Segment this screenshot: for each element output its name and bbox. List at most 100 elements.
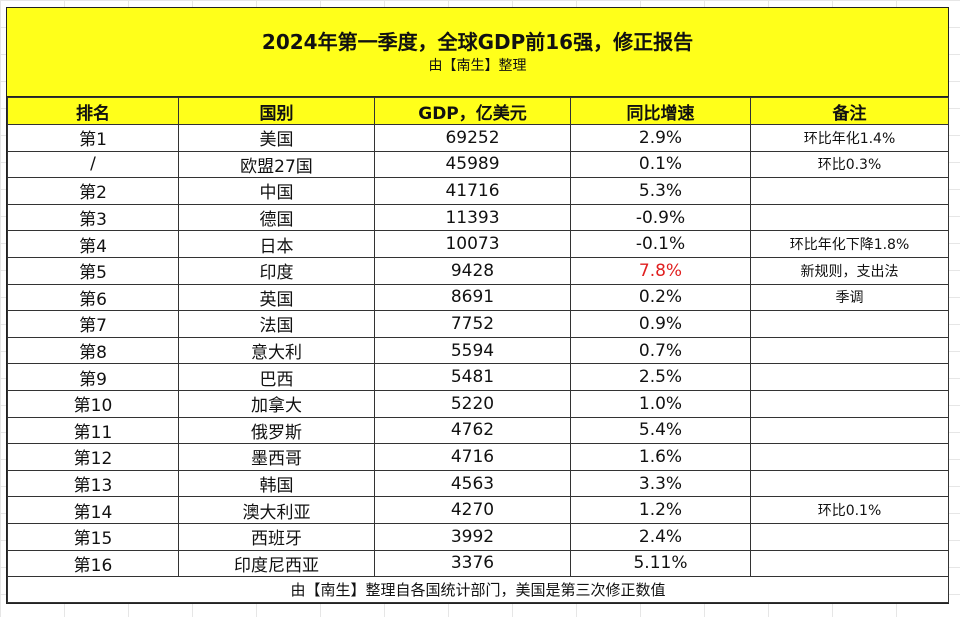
table-row: 第6 英国 8691 0.2% 季调: [7, 283, 949, 312]
gdp-cell: 8691: [374, 283, 571, 312]
growth-cell: 0.7%: [570, 336, 751, 365]
rank-cell: 第14: [7, 496, 179, 524]
gdp-cell: 11393: [374, 203, 571, 232]
note-cell: 环比年化下降1.8%: [750, 230, 949, 258]
country-cell: 美国: [178, 124, 375, 152]
growth-cell: 2.4%: [570, 522, 751, 551]
gdp-cell: 4563: [374, 469, 571, 498]
growth-cell: -0.1%: [570, 230, 751, 258]
rank-cell: 第11: [7, 416, 179, 445]
table-row: 第5 印度 9428 7.8% 新规则，支出法: [7, 256, 949, 285]
table-row: 第11 俄罗斯 4762 5.4%: [7, 416, 949, 445]
gdp-cell: 5220: [374, 389, 571, 418]
header-row: 排名 国别 GDP，亿美元 同比增速 备注: [7, 97, 949, 125]
gdp-cell: 4716: [374, 443, 571, 471]
rank-cell: 第9: [7, 363, 179, 391]
country-cell: 英国: [178, 283, 375, 312]
country-cell: 欧盟27国: [178, 150, 375, 179]
note-cell: [750, 310, 949, 338]
country-cell: 法国: [178, 310, 375, 338]
rank-cell: 第10: [7, 389, 179, 418]
country-cell: 意大利: [178, 336, 375, 365]
rank-cell: 第7: [7, 310, 179, 338]
footer-row: 由【南生】整理自各国统计部门，美国是第三次修正数值: [7, 576, 949, 604]
country-cell: 印度尼西亚: [178, 549, 375, 578]
note-cell: [750, 363, 949, 391]
growth-cell: -0.9%: [570, 203, 751, 232]
header-growth: 同比增速: [570, 97, 751, 125]
rank-cell: 第13: [7, 469, 179, 498]
note-cell: [750, 177, 949, 205]
country-cell: 韩国: [178, 469, 375, 498]
growth-cell: 5.4%: [570, 416, 751, 445]
table-row: 第10 加拿大 5220 1.0%: [7, 389, 949, 418]
note-cell: 环比0.3%: [750, 150, 949, 179]
gdp-cell: 5481: [374, 363, 571, 391]
note-cell: [750, 469, 949, 498]
growth-cell: 0.9%: [570, 310, 751, 338]
gdp-report: 2024年第一季度，全球GDP前16强，修正报告 由【南生】整理 排名 国别 G…: [6, 7, 949, 605]
table-body: 第1 美国 69252 2.9% 环比年化1.4% / 欧盟27国 45989 0.1% 环比0.…: [7, 124, 949, 578]
header-rank: 排名: [7, 97, 179, 125]
country-cell: 德国: [178, 203, 375, 232]
note-cell: [750, 549, 949, 578]
note-cell: 季调: [750, 283, 949, 312]
country-cell: 俄罗斯: [178, 416, 375, 445]
table-row: 第16 印度尼西亚 3376 5.11%: [7, 549, 949, 578]
country-cell: 印度: [178, 256, 375, 285]
report-subtitle: 由【南生】整理: [428, 58, 527, 74]
rank-cell: /: [7, 150, 179, 179]
note-cell: 新规则，支出法: [750, 256, 949, 285]
rank-cell: 第3: [7, 203, 179, 232]
country-cell: 墨西哥: [178, 443, 375, 471]
table-row: / 欧盟27国 45989 0.1% 环比0.3%: [7, 150, 949, 179]
table-row: 第1 美国 69252 2.9% 环比年化1.4%: [7, 124, 949, 152]
note-cell: [750, 203, 949, 232]
gdp-cell: 9428: [374, 256, 571, 285]
gdp-cell: 45989: [374, 150, 571, 179]
table-row: 第12 墨西哥 4716 1.6%: [7, 443, 949, 471]
gdp-cell: 3376: [374, 549, 571, 578]
table-row: 第15 西班牙 3992 2.4%: [7, 522, 949, 551]
gdp-cell: 4270: [374, 496, 571, 524]
rank-cell: 第2: [7, 177, 179, 205]
gdp-cell: 41716: [374, 177, 571, 205]
growth-cell: 0.2%: [570, 283, 751, 312]
report-title: 2024年第一季度，全球GDP前16强，修正报告: [261, 30, 694, 54]
table-row: 第8 意大利 5594 0.7%: [7, 336, 949, 365]
note-cell: [750, 416, 949, 445]
rank-cell: 第6: [7, 283, 179, 312]
note-cell: 环比0.1%: [750, 496, 949, 524]
gdp-cell: 69252: [374, 124, 571, 152]
rank-cell: 第16: [7, 549, 179, 578]
growth-cell: 5.11%: [570, 549, 751, 578]
growth-cell: 1.6%: [570, 443, 751, 471]
note-cell: [750, 522, 949, 551]
footer-note: 由【南生】整理自各国统计部门，美国是第三次修正数值: [7, 576, 949, 604]
country-cell: 日本: [178, 230, 375, 258]
growth-cell: 3.3%: [570, 469, 751, 498]
country-cell: 西班牙: [178, 522, 375, 551]
note-cell: [750, 336, 949, 365]
rank-cell: 第15: [7, 522, 179, 551]
country-cell: 中国: [178, 177, 375, 205]
growth-cell: 1.2%: [570, 496, 751, 524]
note-cell: 环比年化1.4%: [750, 124, 949, 152]
growth-cell: 5.3%: [570, 177, 751, 205]
table-row: 第7 法国 7752 0.9%: [7, 310, 949, 338]
table-row: 第2 中国 41716 5.3%: [7, 177, 949, 205]
header-country: 国别: [178, 97, 375, 125]
gdp-cell: 4762: [374, 416, 571, 445]
gdp-cell: 7752: [374, 310, 571, 338]
growth-cell: 2.5%: [570, 363, 751, 391]
growth-cell: 7.8%: [570, 256, 751, 285]
gdp-cell: 3992: [374, 522, 571, 551]
gdp-cell: 10073: [374, 230, 571, 258]
gdp-table: 排名 国别 GDP，亿美元 同比增速 备注 第1 美国 69252 2.9% 环比年化1…: [7, 97, 949, 604]
table-row: 第4 日本 10073 -0.1% 环比年化下降1.8%: [7, 230, 949, 258]
country-cell: 加拿大: [178, 389, 375, 418]
title-block: 2024年第一季度，全球GDP前16强，修正报告 由【南生】整理: [7, 8, 948, 97]
table-row: 第13 韩国 4563 3.3%: [7, 469, 949, 498]
growth-cell: 2.9%: [570, 124, 751, 152]
rank-cell: 第8: [7, 336, 179, 365]
